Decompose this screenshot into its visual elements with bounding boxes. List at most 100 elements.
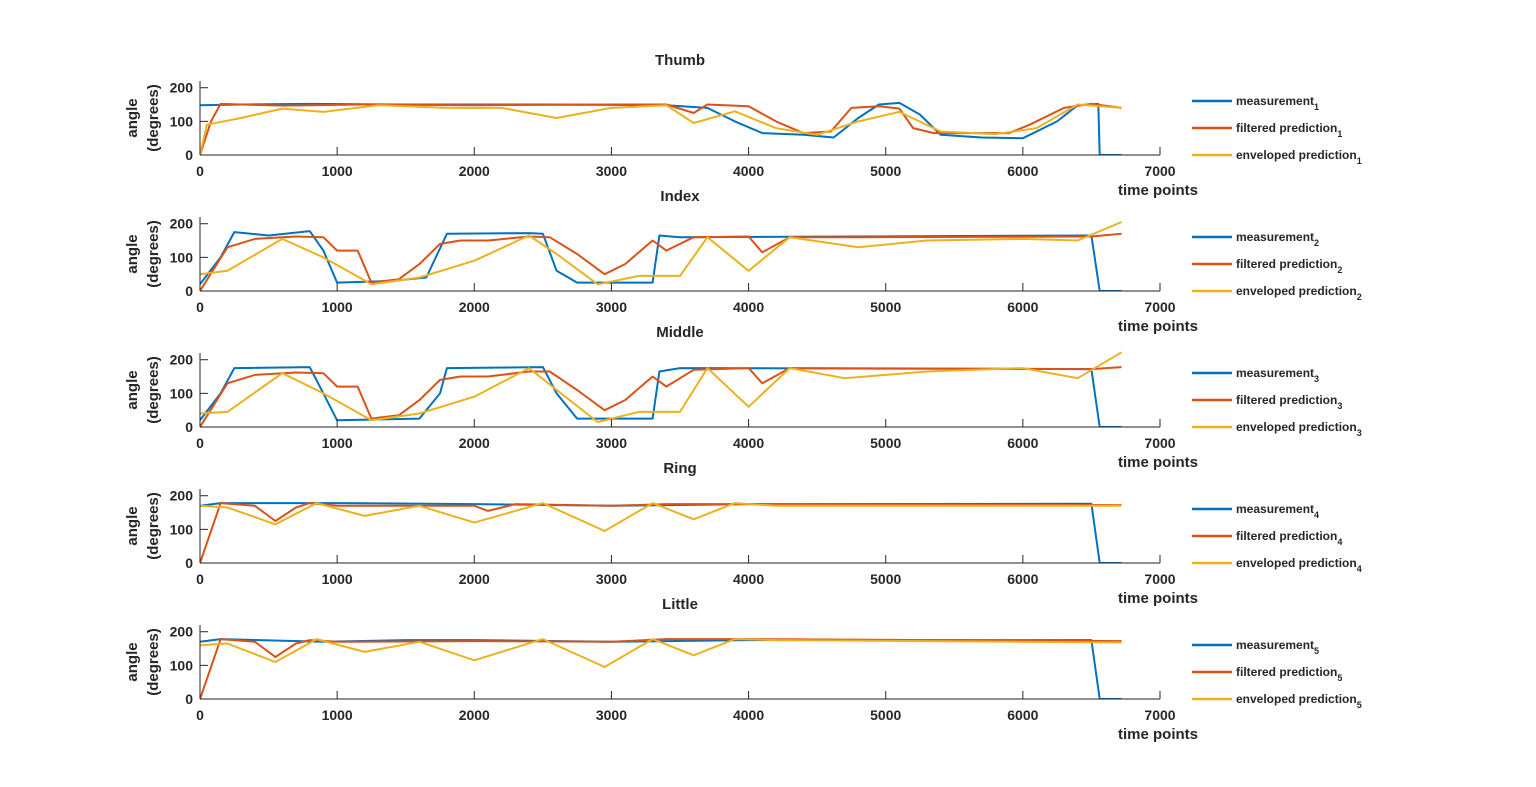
- x-tick-label: 0: [196, 707, 204, 723]
- x-tick-label: 2000: [459, 435, 490, 451]
- legend-subscript: 1: [1337, 129, 1342, 139]
- x-axis-label: time points: [1118, 590, 1198, 607]
- legend-label: enveloped prediction3: [1236, 420, 1362, 438]
- y-tick-label: 0: [185, 147, 193, 163]
- x-tick-label: 6000: [1007, 435, 1038, 451]
- x-tick-label: 4000: [733, 707, 764, 723]
- series-line-filtered-prediction-5: [200, 638, 1122, 699]
- legend-subscript: 4: [1337, 537, 1342, 547]
- series-group: [200, 502, 1122, 563]
- panel-ring: 0 1000 2000 3000 4000 5000 6000 7000 0 100 200 Ring…: [124, 460, 1362, 607]
- legend-label: enveloped prediction5: [1236, 692, 1362, 710]
- y-axis-label-line2: (degrees): [145, 628, 162, 696]
- panel-title: Little: [662, 596, 698, 613]
- panel-title: Middle: [656, 324, 704, 341]
- legend-label: measurement4: [1236, 502, 1319, 520]
- x-axis-label: time points: [1118, 318, 1198, 335]
- y-tick-label: 100: [170, 657, 194, 673]
- y-tick-label: 100: [170, 249, 194, 265]
- series-group: [200, 638, 1122, 699]
- panel-index: 0 1000 2000 3000 4000 5000 6000 7000 0 100 200 Inde…: [124, 188, 1362, 335]
- legend-label: filtered prediction2: [1236, 257, 1342, 275]
- series-line-enveloped-prediction-4: [200, 502, 1122, 532]
- x-tick-label: 2000: [459, 707, 490, 723]
- panel-little: 0 1000 2000 3000 4000 5000 6000 7000 0 100 200 Litt…: [124, 596, 1362, 743]
- legend: measurement3 filtered prediction3 envelope…: [1192, 366, 1362, 438]
- y-axis-label-line2: (degrees): [145, 84, 162, 152]
- x-tick-label: 5000: [870, 571, 901, 587]
- y-tick-label: 0: [185, 419, 193, 435]
- x-tick-label: 5000: [870, 163, 901, 179]
- legend-label: enveloped prediction2: [1236, 284, 1362, 302]
- x-tick-label: 6000: [1007, 299, 1038, 315]
- legend-subscript: 3: [1337, 401, 1342, 411]
- x-tick-label: 4000: [733, 571, 764, 587]
- series-line-filtered-prediction-4: [200, 502, 1122, 563]
- y-axis-label-line1: angle: [124, 370, 141, 409]
- x-tick-label: 0: [196, 435, 204, 451]
- series-line-filtered-prediction-3: [200, 366, 1122, 427]
- panel-title: Index: [660, 188, 700, 205]
- legend-subscript: 1: [1314, 102, 1319, 112]
- series-group: [200, 351, 1123, 427]
- legend-subscript: 1: [1357, 156, 1362, 166]
- series-line-measurement-5: [200, 638, 1122, 699]
- series-line-enveloped-prediction-3: [200, 351, 1123, 423]
- legend-label: enveloped prediction1: [1236, 148, 1362, 166]
- x-tick-label: 1000: [322, 299, 353, 315]
- legend-label: filtered prediction5: [1236, 665, 1342, 683]
- x-tick-label: 7000: [1144, 707, 1175, 723]
- x-tick-label: 5000: [870, 299, 901, 315]
- y-tick-label: 100: [170, 113, 194, 129]
- legend-subscript: 5: [1314, 646, 1319, 656]
- y-tick-label: 200: [170, 216, 194, 232]
- x-tick-label: 2000: [459, 299, 490, 315]
- x-tick-label: 2000: [459, 571, 490, 587]
- x-tick-label: 5000: [870, 707, 901, 723]
- x-tick-label: 0: [196, 299, 204, 315]
- legend-label: measurement5: [1236, 638, 1319, 656]
- legend-subscript: 5: [1337, 673, 1342, 683]
- x-tick-label: 3000: [596, 571, 627, 587]
- series-line-measurement-2: [200, 230, 1122, 291]
- legend-label: measurement1: [1236, 94, 1319, 112]
- legend: measurement4 filtered prediction4 envelope…: [1192, 502, 1362, 574]
- y-tick-label: 200: [170, 624, 194, 640]
- legend-label: measurement2: [1236, 230, 1319, 248]
- x-tick-label: 1000: [322, 163, 353, 179]
- x-tick-label: 4000: [733, 299, 764, 315]
- y-axis-label-line2: (degrees): [145, 356, 162, 424]
- x-tick-label: 4000: [733, 163, 764, 179]
- legend-label: measurement3: [1236, 366, 1319, 384]
- panel-title: Thumb: [655, 52, 705, 69]
- panel-title: Ring: [663, 460, 696, 477]
- series-line-filtered-prediction-1: [200, 102, 1122, 155]
- x-tick-label: 4000: [733, 435, 764, 451]
- y-tick-label: 200: [170, 352, 194, 368]
- x-tick-label: 0: [196, 571, 204, 587]
- x-axis-label: time points: [1118, 182, 1198, 199]
- x-tick-label: 6000: [1007, 571, 1038, 587]
- legend-subscript: 2: [1337, 265, 1342, 275]
- legend: measurement2 filtered prediction2 envelope…: [1192, 230, 1362, 302]
- x-tick-label: 0: [196, 163, 204, 179]
- panel-middle: 0 1000 2000 3000 4000 5000 6000 7000 0 100 200 Midd…: [124, 324, 1362, 471]
- legend-subscript: 3: [1314, 374, 1319, 384]
- y-axis-label-line1: angle: [124, 98, 141, 137]
- x-tick-label: 3000: [596, 163, 627, 179]
- x-tick-label: 3000: [596, 435, 627, 451]
- legend-subscript: 3: [1357, 428, 1362, 438]
- x-tick-label: 7000: [1144, 571, 1175, 587]
- x-tick-label: 7000: [1144, 299, 1175, 315]
- y-tick-label: 0: [185, 283, 193, 299]
- legend-label: enveloped prediction4: [1236, 556, 1362, 574]
- legend-subscript: 2: [1314, 238, 1319, 248]
- series-line-enveloped-prediction-1: [200, 103, 1122, 155]
- legend: measurement5 filtered prediction5 envelope…: [1192, 638, 1362, 710]
- y-tick-label: 100: [170, 521, 194, 537]
- x-tick-label: 7000: [1144, 435, 1175, 451]
- x-tick-label: 1000: [322, 707, 353, 723]
- x-tick-label: 6000: [1007, 707, 1038, 723]
- legend-label: filtered prediction4: [1236, 529, 1342, 547]
